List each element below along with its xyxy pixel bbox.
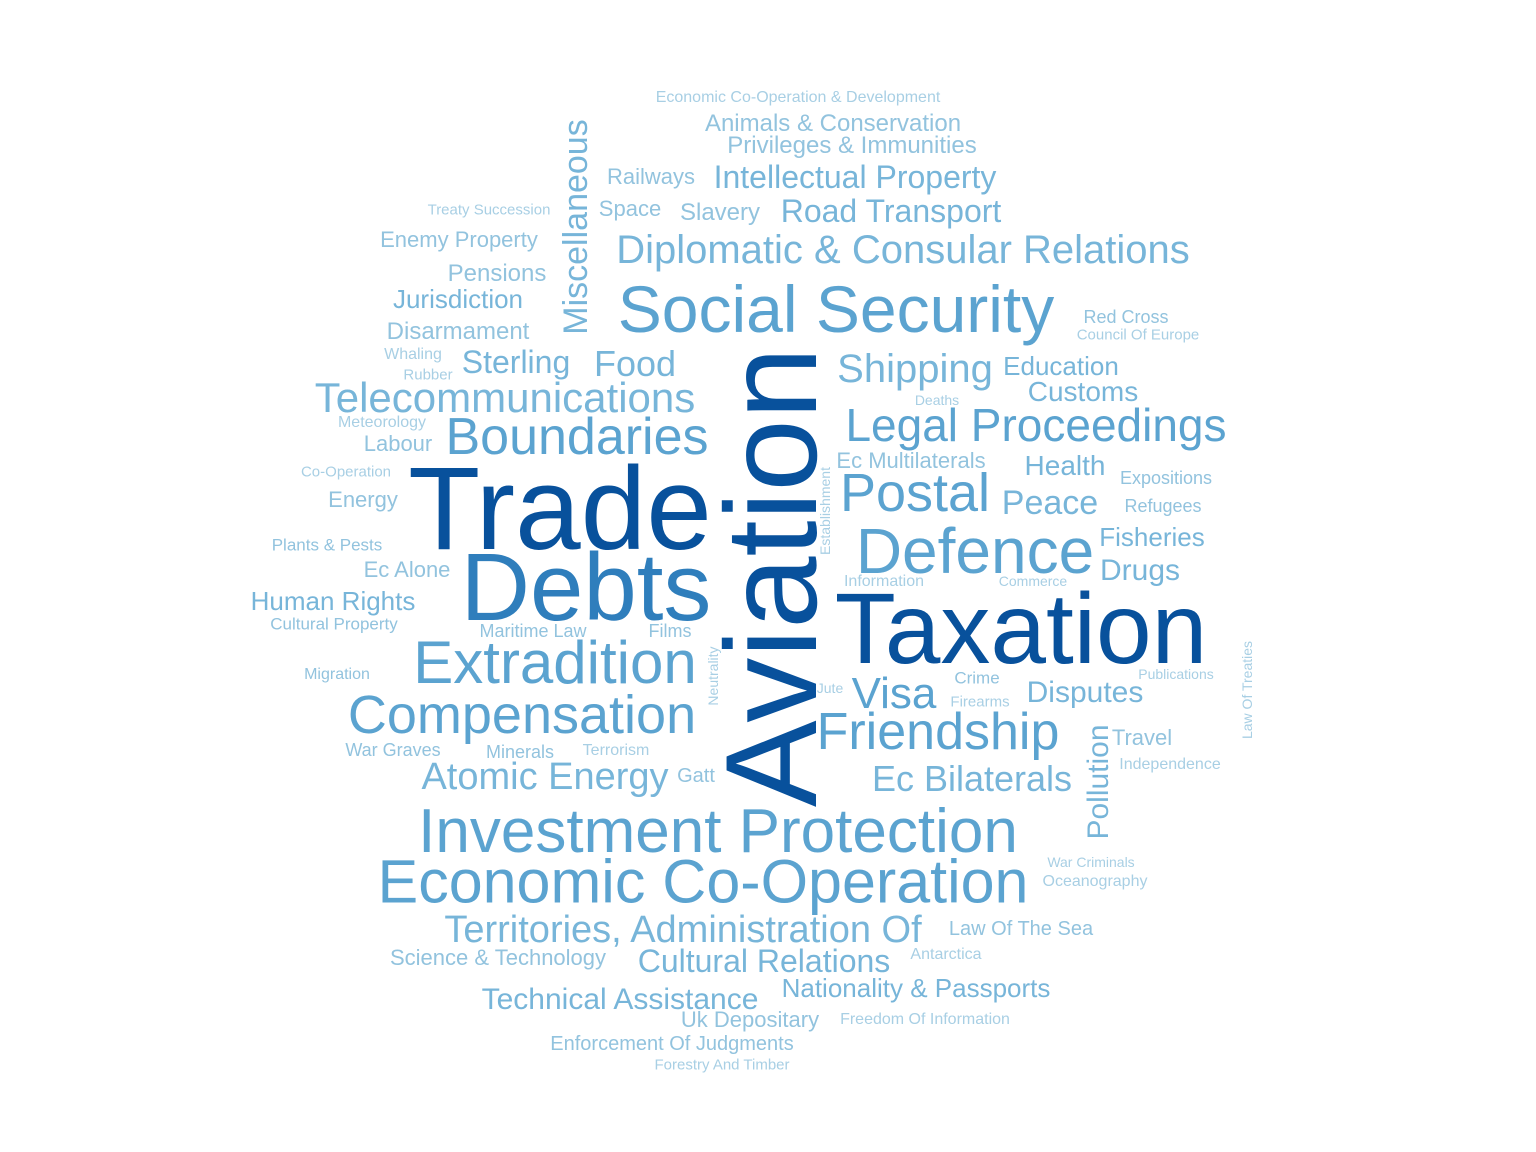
word-railways: Railways bbox=[606, 164, 696, 189]
word-minerals: Minerals bbox=[485, 742, 555, 762]
word-defence: Defence bbox=[855, 515, 1095, 587]
word-forestry-and-timber: Forestry And Timber bbox=[654, 1056, 790, 1074]
word-pensions: Pensions bbox=[447, 260, 547, 287]
word-economic-co-operation-development: Economic Co-Operation & Development bbox=[655, 89, 941, 106]
word-jurisdiction: Jurisdiction bbox=[392, 284, 524, 314]
word-nationality-passports: Nationality & Passports bbox=[781, 973, 1051, 1003]
word-crime: Crime bbox=[954, 668, 1000, 688]
word-firearms: Firearms bbox=[950, 693, 1010, 711]
word-postal: Postal bbox=[839, 463, 991, 523]
word-taxation: Taxation bbox=[834, 573, 1208, 685]
word-sterling: Sterling bbox=[461, 344, 571, 380]
word-red-cross: Red Cross bbox=[1083, 307, 1169, 327]
word-freedom-of-information: Freedom Of Information bbox=[840, 1011, 1010, 1028]
word-war-graves: War Graves bbox=[345, 740, 441, 760]
word-ec-multilaterals: Ec Multilaterals bbox=[836, 448, 986, 473]
word-refugees: Refugees bbox=[1124, 496, 1202, 516]
word-gatt: Gatt bbox=[677, 765, 715, 787]
word-law-of-treaties: Law Of Treaties bbox=[1239, 640, 1255, 740]
word-terrorism: Terrorism bbox=[582, 742, 650, 759]
word-customs: Customs bbox=[1027, 376, 1139, 407]
word-diplomatic-consular-relations: Diplomatic & Consular Relations bbox=[616, 228, 1190, 272]
word-friendship: Friendship bbox=[816, 703, 1060, 761]
word-enemy-property: Enemy Property bbox=[380, 227, 538, 252]
word-peace: Peace bbox=[1001, 484, 1099, 522]
word-deaths: Deaths bbox=[914, 392, 960, 408]
word-slavery: Slavery bbox=[679, 199, 761, 226]
word-territories-administration-of: Territories, Administration Of bbox=[444, 909, 922, 951]
word-atomic-energy: Atomic Energy bbox=[421, 756, 669, 798]
word-road-transport: Road Transport bbox=[780, 193, 1002, 229]
word-independence: Independence bbox=[1119, 756, 1221, 773]
word-energy: Energy bbox=[328, 487, 398, 512]
word-extradition: Extradition bbox=[413, 629, 697, 696]
word-establishment: Establishment bbox=[817, 467, 833, 555]
word-health: Health bbox=[1024, 450, 1106, 481]
word-compensation: Compensation bbox=[347, 685, 697, 745]
word-whaling: Whaling bbox=[384, 346, 442, 363]
word-human-rights: Human Rights bbox=[250, 586, 416, 616]
word-council-of-europe: Council Of Europe bbox=[1076, 326, 1200, 344]
word-plants-pests: Plants & Pests bbox=[271, 535, 383, 555]
word-information: Information bbox=[843, 573, 925, 590]
word-fisheries: Fisheries bbox=[1099, 522, 1205, 552]
word-visa: Visa bbox=[851, 669, 937, 718]
word-debts: Debts bbox=[460, 534, 712, 641]
word-uk-depositary: Uk Depositary bbox=[680, 1007, 820, 1032]
word-war-criminals: War Criminals bbox=[1047, 854, 1135, 870]
word-technical-assistance: Technical Assistance bbox=[481, 983, 759, 1016]
word-economic-co-operation: Economic Co-Operation bbox=[377, 847, 1029, 916]
word-shipping: Shipping bbox=[837, 347, 993, 391]
word-cultural-relations: Cultural Relations bbox=[637, 943, 891, 979]
word-oceanography: Oceanography bbox=[1042, 873, 1148, 890]
word-investment-protection: Investment Protection bbox=[418, 797, 1018, 866]
word-films: Films bbox=[648, 621, 692, 641]
word-meteorology: Meteorology bbox=[337, 414, 427, 431]
word-commerce: Commerce bbox=[998, 573, 1068, 589]
word-telecommunications: Telecommunications bbox=[314, 374, 696, 421]
word-food: Food bbox=[593, 343, 677, 384]
word-drugs: Drugs bbox=[1099, 554, 1181, 587]
word-publications: Publications bbox=[1138, 666, 1214, 682]
word-social-security: Social Security bbox=[617, 272, 1055, 346]
word-privileges-immunities: Privileges & Immunities bbox=[727, 132, 977, 159]
word-expositions: Expositions bbox=[1119, 468, 1213, 488]
word-trade: Trade bbox=[408, 443, 712, 575]
word-rubber: Rubber bbox=[403, 366, 453, 384]
word-space: Space bbox=[598, 196, 662, 221]
word-ec-bilaterals: Ec Bilaterals bbox=[871, 758, 1073, 799]
word-intellectual-property: Intellectual Property bbox=[713, 159, 997, 195]
word-migration: Migration bbox=[304, 666, 370, 683]
word-neutrality: Neutrality bbox=[705, 646, 721, 706]
word-ec-alone: Ec Alone bbox=[363, 557, 451, 582]
word-science-technology: Science & Technology bbox=[389, 945, 607, 970]
word-legal-proceedings: Legal Proceedings bbox=[845, 399, 1227, 451]
word-education: Education bbox=[1003, 351, 1119, 381]
word-jute: Jute bbox=[816, 680, 844, 696]
word-antarctica: Antarctica bbox=[910, 946, 982, 963]
word-maritime-law: Maritime Law bbox=[479, 621, 587, 641]
word-boundaries: Boundaries bbox=[445, 408, 709, 466]
word-animals-conservation: Animals & Conservation bbox=[704, 110, 962, 137]
word-miscellaneous: Miscellaneous bbox=[557, 119, 595, 335]
word-disputes: Disputes bbox=[1026, 676, 1144, 709]
word-co-operation: Co-Operation bbox=[300, 463, 392, 481]
word-pollution: Pollution bbox=[1082, 724, 1115, 840]
word-labour: Labour bbox=[363, 431, 433, 456]
word-cultural-property: Cultural Property bbox=[270, 614, 398, 634]
word-law-of-the-sea: Law Of The Sea bbox=[948, 918, 1094, 940]
word-treaty-succession: Treaty Succession bbox=[427, 201, 551, 219]
word-enforcement-of-judgments: Enforcement Of Judgments bbox=[550, 1033, 794, 1055]
word-travel: Travel bbox=[1111, 725, 1173, 750]
word-disarmament: Disarmament bbox=[386, 318, 530, 345]
